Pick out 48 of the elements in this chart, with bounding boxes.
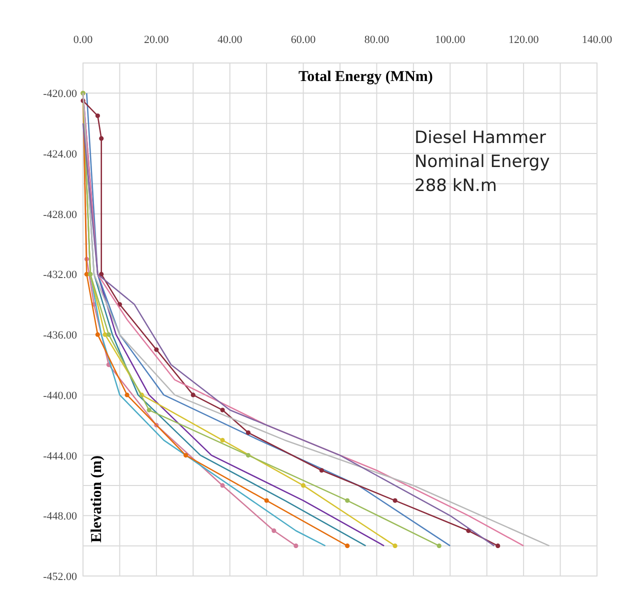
point — [246, 430, 251, 435]
point — [264, 498, 269, 503]
y-tick-label: -424.00 — [43, 148, 78, 161]
point — [294, 544, 298, 548]
x-tick-label: 40.00 — [217, 34, 243, 46]
point — [190, 392, 196, 398]
point — [272, 528, 276, 534]
annotation: 288 kN.m — [414, 176, 497, 196]
point — [184, 452, 188, 458]
point — [246, 452, 251, 458]
point — [392, 498, 398, 503]
point — [95, 332, 100, 337]
point — [319, 468, 324, 473]
x-tick-label: 60.00 — [290, 34, 316, 46]
annotation: Nominal Energy — [414, 152, 550, 172]
point — [99, 136, 104, 141]
y-tick-label: -432.00 — [43, 269, 78, 282]
y-tick-label: -428.00 — [43, 208, 78, 221]
point — [124, 392, 130, 398]
annotation: Diesel Hammer — [414, 128, 546, 148]
point — [436, 544, 442, 548]
point — [106, 332, 111, 337]
point — [99, 272, 104, 277]
y-tick-label: -440.00 — [43, 390, 78, 402]
x-tick-label: 100.00 — [435, 34, 466, 46]
point — [95, 114, 100, 118]
point — [345, 544, 350, 548]
point — [496, 544, 500, 548]
point — [220, 408, 225, 412]
point — [300, 483, 306, 488]
point — [345, 498, 350, 503]
y-tick-label: -444.00 — [43, 450, 78, 462]
y-axis-title: Elevation (m) — [89, 456, 105, 543]
x-tick-label: 80.00 — [364, 34, 390, 46]
point — [154, 347, 159, 352]
y-tick-label: -420.00 — [43, 88, 78, 100]
y-tick-label: -436.00 — [43, 330, 78, 342]
point — [220, 483, 225, 488]
x-tick-label: 20.00 — [144, 34, 170, 46]
point — [392, 544, 398, 548]
point — [146, 408, 152, 412]
x-tick-label: 140.00 — [582, 34, 613, 46]
x-tick-label: 120.00 — [508, 34, 540, 46]
point — [220, 438, 225, 443]
x-tick-label: 0.00 — [73, 34, 94, 46]
y-tick-label: -452.00 — [43, 571, 78, 583]
y-tick-label: -448.00 — [43, 510, 78, 523]
x-axis-title: Total Energy (MNm) — [298, 69, 433, 85]
